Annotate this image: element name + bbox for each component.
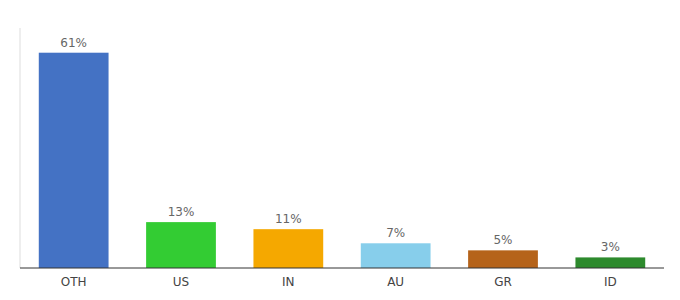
data-label: 11% bbox=[275, 212, 302, 226]
bar bbox=[39, 53, 109, 268]
data-label: 5% bbox=[493, 233, 512, 247]
data-label: 13% bbox=[168, 205, 195, 219]
x-tick-label: AU bbox=[387, 275, 404, 289]
bar bbox=[575, 257, 645, 268]
x-tick-label: OTH bbox=[61, 275, 87, 289]
bars bbox=[39, 53, 645, 268]
chart-svg: 61% 13% 11% 7% 5% 3% OTH US IN AU GR ID bbox=[0, 0, 680, 300]
bar bbox=[146, 222, 216, 268]
y-axis-line bbox=[20, 28, 21, 268]
x-axis-line bbox=[20, 268, 664, 269]
bar bbox=[253, 229, 323, 268]
x-tick-label: IN bbox=[282, 275, 295, 289]
x-tick-label: US bbox=[173, 275, 189, 289]
data-labels: 61% 13% 11% 7% 5% 3% bbox=[60, 36, 620, 255]
x-tick-label: GR bbox=[494, 275, 512, 289]
data-label: 7% bbox=[386, 226, 405, 240]
data-label: 3% bbox=[601, 240, 620, 254]
chart-container: 61% 13% 11% 7% 5% 3% OTH US IN AU GR ID bbox=[0, 0, 680, 300]
x-axis: OTH US IN AU GR ID bbox=[61, 275, 617, 289]
data-label: 61% bbox=[60, 36, 87, 50]
bar bbox=[468, 250, 538, 268]
x-tick-label: ID bbox=[604, 275, 617, 289]
bar bbox=[361, 243, 431, 268]
